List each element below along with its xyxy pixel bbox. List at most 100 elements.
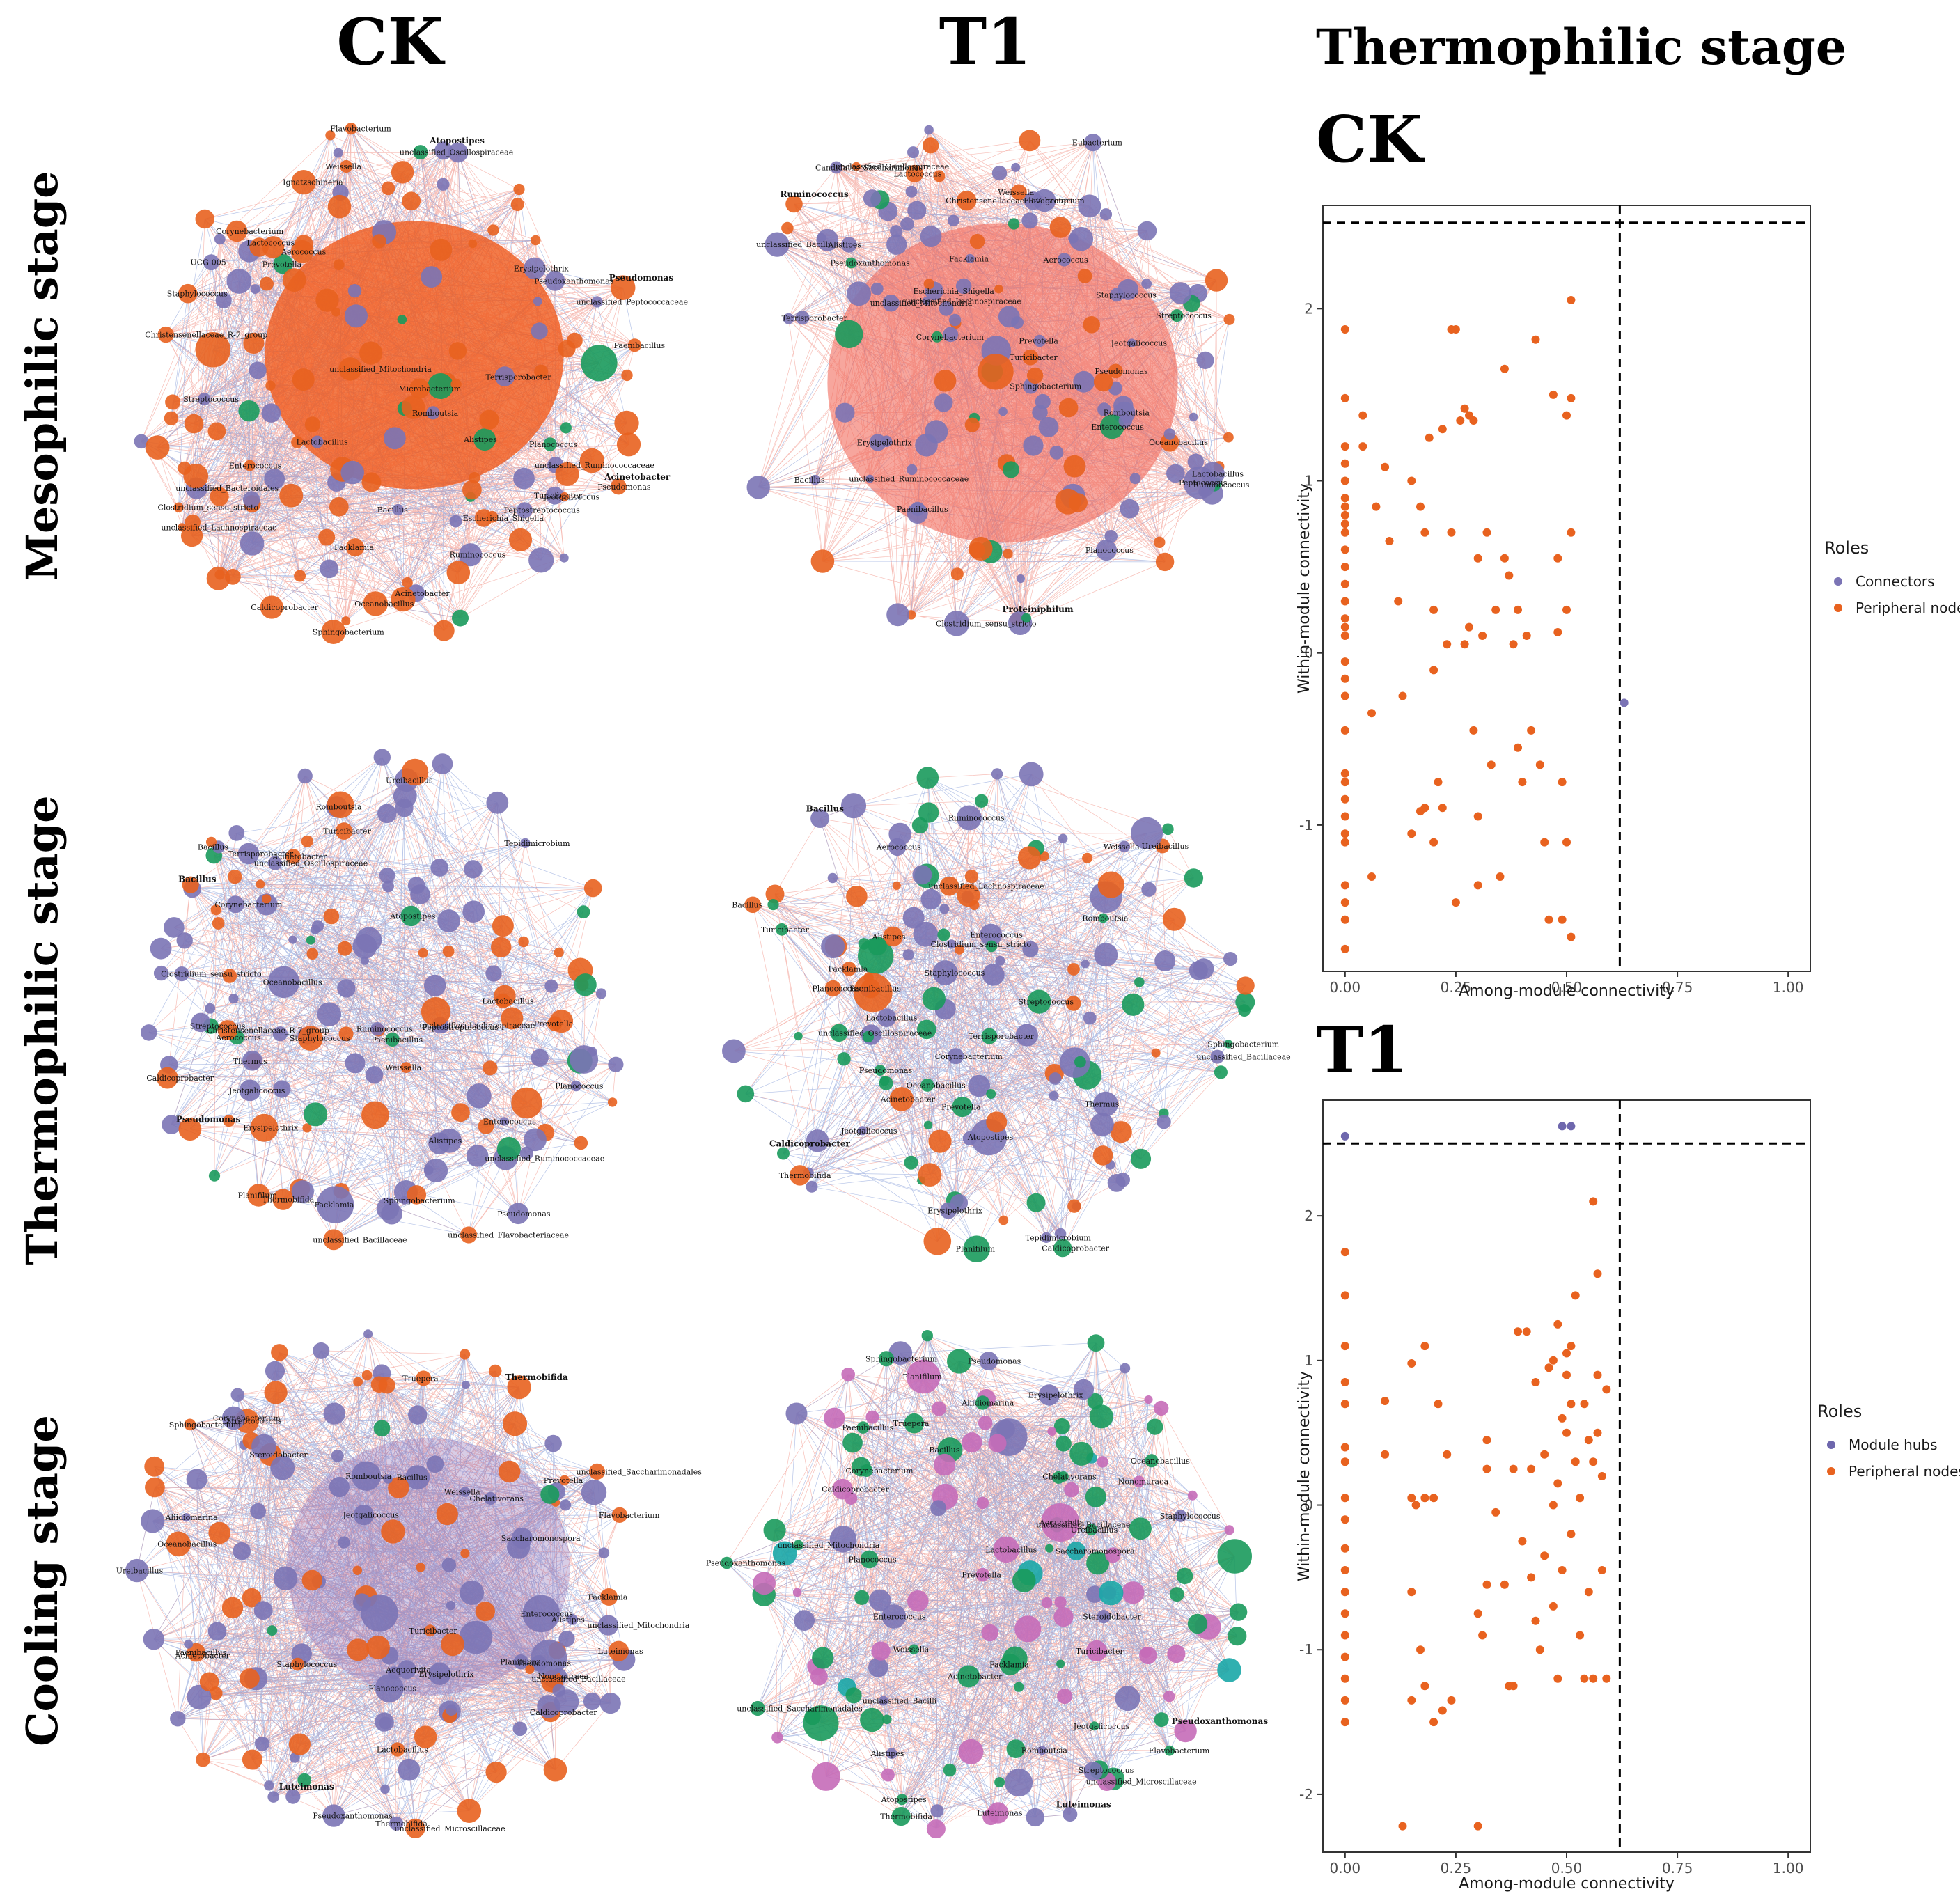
point-peripheral-nodes (1340, 1544, 1349, 1553)
network-node (323, 1229, 345, 1251)
network-node (998, 407, 1008, 416)
hub-label: Pseudomonas (176, 1115, 241, 1125)
network-node (918, 802, 939, 823)
network-node (886, 234, 907, 255)
x-tick-label: 0.75 (1662, 1860, 1693, 1877)
network-node (253, 1601, 273, 1620)
network-node (920, 1078, 934, 1092)
network-node (483, 1060, 498, 1076)
node-label: unclassified_Oscillospiraceae (400, 148, 513, 157)
network-node (226, 269, 252, 294)
network-node (882, 295, 900, 312)
network-node (433, 620, 455, 641)
node-label: Planococcus (529, 440, 577, 449)
node-label: Acinetobacter (880, 1095, 936, 1104)
node-label: unclassified_Ruminococcaceae (485, 1154, 604, 1163)
network-node (356, 927, 382, 953)
point-peripheral-nodes (1425, 433, 1434, 442)
network-node (337, 979, 356, 998)
node-label: Erysipelothrix (927, 1207, 983, 1216)
legend-marker-peripheral (1827, 1467, 1835, 1475)
network-node (750, 1700, 765, 1716)
node-label: Alistipes (872, 932, 906, 941)
network-node (1187, 453, 1205, 470)
node-label: Jeotgalicoccus (228, 1086, 285, 1095)
node-label: Weissella (325, 162, 361, 171)
network-node (247, 1184, 270, 1207)
network-node (522, 1595, 560, 1633)
network-node (877, 1008, 896, 1027)
network-node (291, 1180, 314, 1203)
network-node (1154, 950, 1176, 971)
network-node (1210, 1049, 1225, 1064)
network-node (904, 1155, 918, 1170)
network-node (461, 1381, 470, 1389)
network-node (183, 463, 209, 489)
network-node (1089, 1404, 1113, 1429)
point-peripheral-nodes (1589, 1674, 1598, 1683)
network-node (1082, 852, 1093, 863)
network-node (249, 361, 267, 379)
network-node (317, 1002, 342, 1026)
network-node (1145, 1454, 1159, 1468)
network-node (239, 1079, 261, 1102)
network-node (1141, 279, 1152, 289)
network-node (341, 616, 351, 626)
network-node (372, 234, 386, 249)
node-label: Weissella (385, 1063, 421, 1072)
network-node (507, 1203, 529, 1225)
network-node (464, 860, 483, 879)
node-label: Facklamia (989, 1661, 1029, 1670)
point-peripheral-nodes (1571, 1291, 1580, 1300)
node-label: Aequorivita (385, 1666, 431, 1675)
network-node (233, 1542, 251, 1560)
node-label: Flavobacterium (1149, 1746, 1210, 1755)
network-node (827, 872, 838, 884)
network-node (327, 194, 352, 219)
network-node (1074, 1056, 1086, 1068)
network-node (288, 935, 297, 944)
network-node (333, 259, 345, 271)
point-peripheral-nodes (1562, 605, 1571, 614)
network-node (1053, 1418, 1070, 1434)
network-node (878, 1696, 888, 1706)
node-label: Bacillus (732, 900, 762, 909)
network-node (888, 822, 911, 846)
network-node (987, 1802, 1009, 1824)
network-node (238, 400, 260, 422)
point-peripheral-nodes (1429, 666, 1438, 675)
network-node (164, 917, 185, 938)
network-node (1169, 1587, 1184, 1602)
network-node (178, 1118, 202, 1141)
node-label: Flavobacterium (330, 125, 391, 134)
network-node (781, 221, 794, 235)
network-node (943, 1763, 957, 1777)
network-node (608, 1056, 624, 1072)
node-label: unclassified_Oscillospiraceae (836, 162, 949, 171)
network-node (923, 279, 934, 290)
network-node (980, 923, 1003, 946)
node-label: Aliidiomarina (165, 1513, 219, 1522)
y-tick-label: -2 (1299, 1786, 1313, 1803)
y-tick-label: 1 (1304, 473, 1313, 490)
network-node (391, 587, 416, 612)
node-label: Aerococcus (1043, 256, 1089, 265)
network-node (389, 1816, 404, 1831)
network-node (1176, 1567, 1193, 1585)
point-peripheral-nodes (1451, 325, 1460, 334)
node-label: Prevotella (262, 260, 302, 269)
network-node (979, 1352, 998, 1370)
network-node (920, 226, 942, 247)
node-label: unclassified_Bacillaceae (1196, 1053, 1290, 1062)
network-node (401, 758, 429, 786)
network-node (1189, 412, 1198, 422)
node-label: Terrisporobacter (485, 373, 551, 382)
network-node (272, 1189, 294, 1210)
node-label: Planococcus (1085, 546, 1134, 555)
network-node (195, 209, 214, 229)
node-label: Erysipelothrix (419, 1670, 475, 1679)
network-node (847, 281, 871, 306)
node-label: Clostridium_sensu_stricto (936, 619, 1037, 628)
network-node (265, 1361, 285, 1381)
node-label: Oceanobacillus (1149, 438, 1208, 447)
